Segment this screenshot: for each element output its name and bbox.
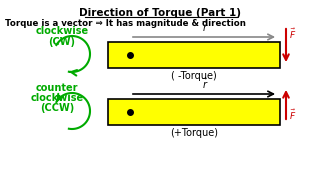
Text: $\vec{F}$: $\vec{F}$ bbox=[289, 27, 296, 41]
Text: ( -Torque): ( -Torque) bbox=[171, 71, 217, 81]
Text: clockwise: clockwise bbox=[30, 93, 84, 103]
Text: (CW): (CW) bbox=[49, 37, 76, 47]
Text: Torque is a vector ⇒ It has magnitude & direction: Torque is a vector ⇒ It has magnitude & … bbox=[5, 19, 246, 28]
Bar bbox=[108, 99, 280, 125]
Text: $\vec{r}$: $\vec{r}$ bbox=[202, 20, 208, 34]
Text: (+Torque): (+Torque) bbox=[170, 128, 218, 138]
Bar bbox=[108, 42, 280, 68]
Text: $\vec{F}$: $\vec{F}$ bbox=[289, 108, 296, 122]
Text: Direction of Torque (Part 1): Direction of Torque (Part 1) bbox=[79, 8, 241, 18]
Text: (CCW): (CCW) bbox=[40, 103, 74, 113]
Text: counter: counter bbox=[36, 83, 78, 93]
Text: clockwise: clockwise bbox=[36, 26, 89, 36]
Text: $\vec{r}$: $\vec{r}$ bbox=[202, 77, 208, 91]
